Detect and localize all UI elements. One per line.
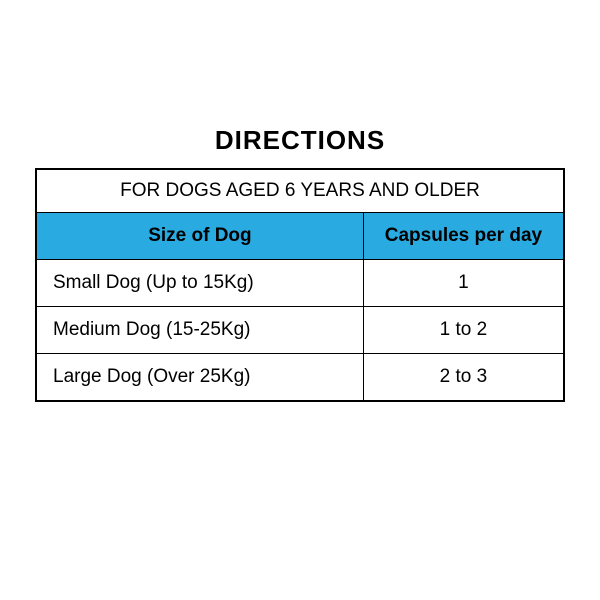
column-header-size: Size of Dog xyxy=(36,213,363,260)
cell-size: Large Dog (Over 25Kg) xyxy=(36,354,363,402)
table-subtitle-row: FOR DOGS AGED 6 YEARS AND OLDER xyxy=(36,169,564,213)
cell-capsules: 1 to 2 xyxy=(363,307,564,354)
directions-title: DIRECTIONS xyxy=(215,125,385,156)
table-header-row: Size of Dog Capsules per day xyxy=(36,213,564,260)
cell-capsules: 1 xyxy=(363,260,564,307)
table-row: Medium Dog (15-25Kg) 1 to 2 xyxy=(36,307,564,354)
dosage-table-container: FOR DOGS AGED 6 YEARS AND OLDER Size of … xyxy=(35,168,565,402)
cell-capsules: 2 to 3 xyxy=(363,354,564,402)
cell-size: Medium Dog (15-25Kg) xyxy=(36,307,363,354)
column-header-capsules: Capsules per day xyxy=(363,213,564,260)
cell-size: Small Dog (Up to 15Kg) xyxy=(36,260,363,307)
table-subtitle: FOR DOGS AGED 6 YEARS AND OLDER xyxy=(36,169,564,213)
table-row: Small Dog (Up to 15Kg) 1 xyxy=(36,260,564,307)
dosage-table: FOR DOGS AGED 6 YEARS AND OLDER Size of … xyxy=(35,168,565,402)
table-row: Large Dog (Over 25Kg) 2 to 3 xyxy=(36,354,564,402)
